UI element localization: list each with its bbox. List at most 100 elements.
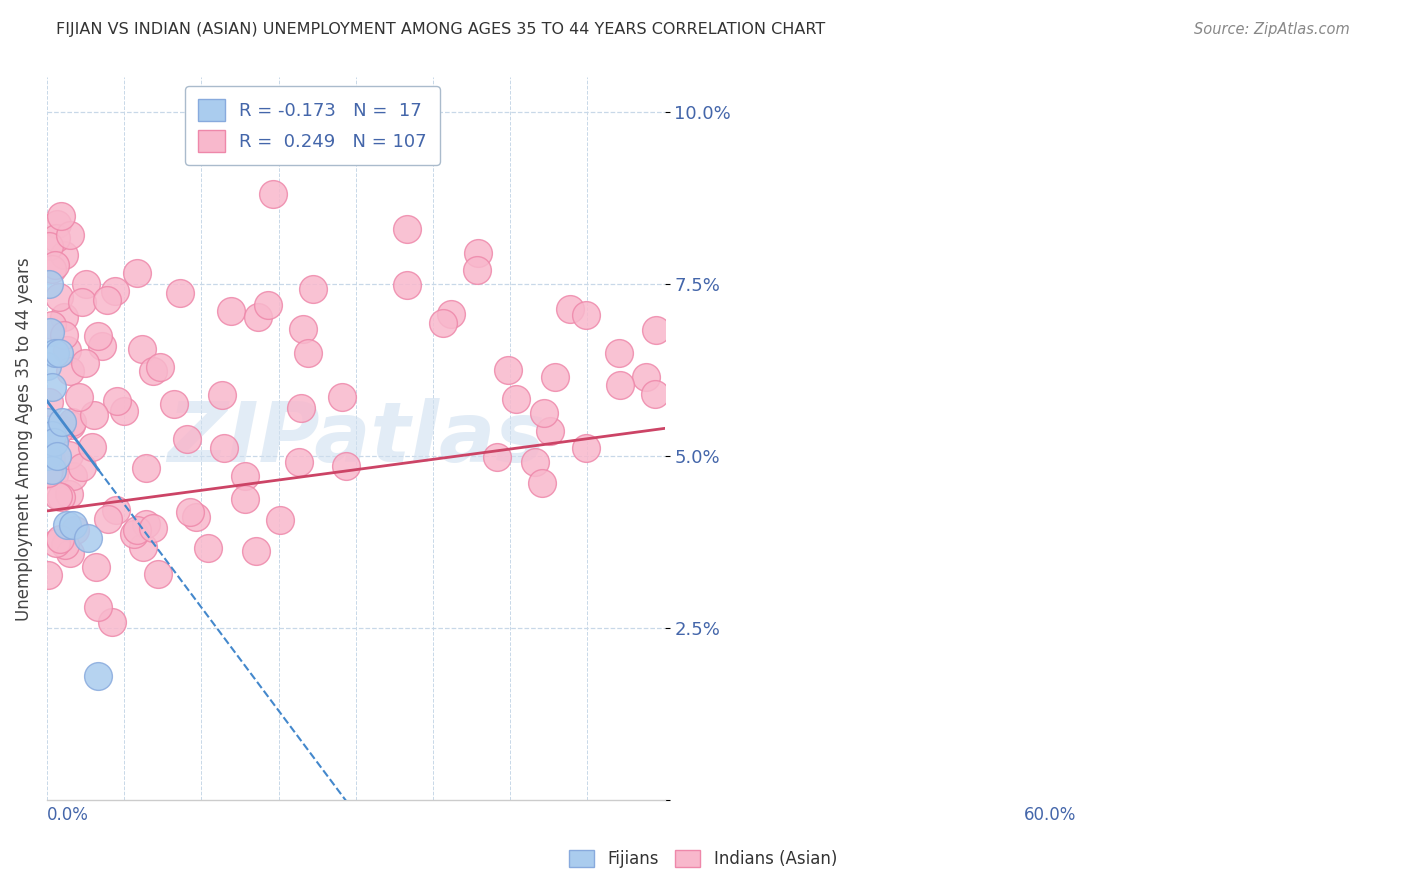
Point xyxy=(186,510,208,524)
Point xyxy=(176,432,198,446)
Point xyxy=(575,308,598,322)
Point xyxy=(62,469,84,483)
Point xyxy=(37,466,59,480)
Point xyxy=(533,406,555,420)
Point xyxy=(395,278,418,293)
Point xyxy=(105,393,128,408)
Point xyxy=(46,489,69,503)
Point xyxy=(104,502,127,516)
Point xyxy=(41,380,63,394)
Legend: Fijians, Indians (Asian): Fijians, Indians (Asian) xyxy=(562,843,844,875)
Point xyxy=(38,277,60,291)
Point xyxy=(485,450,508,465)
Point xyxy=(505,392,527,407)
Point xyxy=(46,449,69,463)
Point xyxy=(38,394,60,409)
Point xyxy=(41,463,63,477)
Y-axis label: Unemployment Among Ages 35 to 44 years: Unemployment Among Ages 35 to 44 years xyxy=(15,257,32,621)
Point xyxy=(291,321,314,335)
Point xyxy=(634,370,657,384)
Point xyxy=(169,286,191,301)
Point xyxy=(247,310,270,325)
Point xyxy=(124,527,146,541)
Point xyxy=(335,459,357,474)
Point xyxy=(142,521,165,535)
Point xyxy=(41,262,63,277)
Point xyxy=(45,535,67,549)
Point xyxy=(297,346,319,360)
Point xyxy=(62,517,84,532)
Point xyxy=(149,359,172,374)
Point xyxy=(432,316,454,330)
Point xyxy=(132,540,155,554)
Point xyxy=(73,356,96,370)
Point xyxy=(52,248,75,262)
Point xyxy=(645,323,668,337)
Point xyxy=(212,441,235,455)
Point xyxy=(59,227,82,242)
Point xyxy=(257,298,280,312)
Point xyxy=(56,517,79,532)
Point xyxy=(163,397,186,411)
Point xyxy=(49,490,72,504)
Point xyxy=(245,543,267,558)
Point xyxy=(465,262,488,277)
Point xyxy=(142,364,165,378)
Point xyxy=(287,454,309,468)
Point xyxy=(86,560,108,574)
Point xyxy=(37,567,59,582)
Point xyxy=(35,359,58,374)
Point xyxy=(233,492,256,507)
Point xyxy=(41,428,63,442)
Point xyxy=(48,345,70,359)
Point xyxy=(221,304,243,318)
Point xyxy=(45,231,67,245)
Point xyxy=(135,517,157,532)
Point xyxy=(575,441,598,455)
Point xyxy=(101,615,124,630)
Point xyxy=(496,363,519,377)
Point xyxy=(65,523,87,537)
Point xyxy=(135,461,157,475)
Point xyxy=(396,222,419,236)
Point xyxy=(38,463,60,477)
Point xyxy=(262,187,284,202)
Point xyxy=(330,390,353,404)
Point xyxy=(607,346,630,360)
Point xyxy=(87,669,110,683)
Point xyxy=(558,301,581,316)
Point xyxy=(52,327,75,342)
Point xyxy=(35,415,58,429)
Point xyxy=(70,459,93,474)
Point xyxy=(125,266,148,280)
Point xyxy=(77,532,100,546)
Point xyxy=(87,329,110,343)
Point xyxy=(531,475,554,490)
Point xyxy=(233,469,256,483)
Point xyxy=(39,325,62,339)
Text: ZIPatlas: ZIPatlas xyxy=(167,398,544,479)
Point xyxy=(53,537,76,551)
Point xyxy=(46,217,69,231)
Point xyxy=(197,541,219,555)
Point xyxy=(45,426,67,441)
Point xyxy=(83,409,105,423)
Point xyxy=(35,449,58,463)
Point xyxy=(44,258,66,272)
Point xyxy=(644,387,666,401)
Point xyxy=(104,284,127,298)
Point xyxy=(269,513,291,527)
Text: 0.0%: 0.0% xyxy=(46,805,89,824)
Point xyxy=(211,387,233,401)
Point xyxy=(52,310,75,325)
Point xyxy=(49,422,72,436)
Point xyxy=(467,245,489,260)
Point xyxy=(524,455,547,469)
Point xyxy=(82,441,104,455)
Point xyxy=(302,282,325,296)
Text: 60.0%: 60.0% xyxy=(1024,805,1077,824)
Point xyxy=(59,546,82,560)
Legend: R = -0.173   N =  17, R =  0.249   N = 107: R = -0.173 N = 17, R = 0.249 N = 107 xyxy=(186,87,440,165)
Point xyxy=(96,293,118,307)
Point xyxy=(87,599,110,614)
